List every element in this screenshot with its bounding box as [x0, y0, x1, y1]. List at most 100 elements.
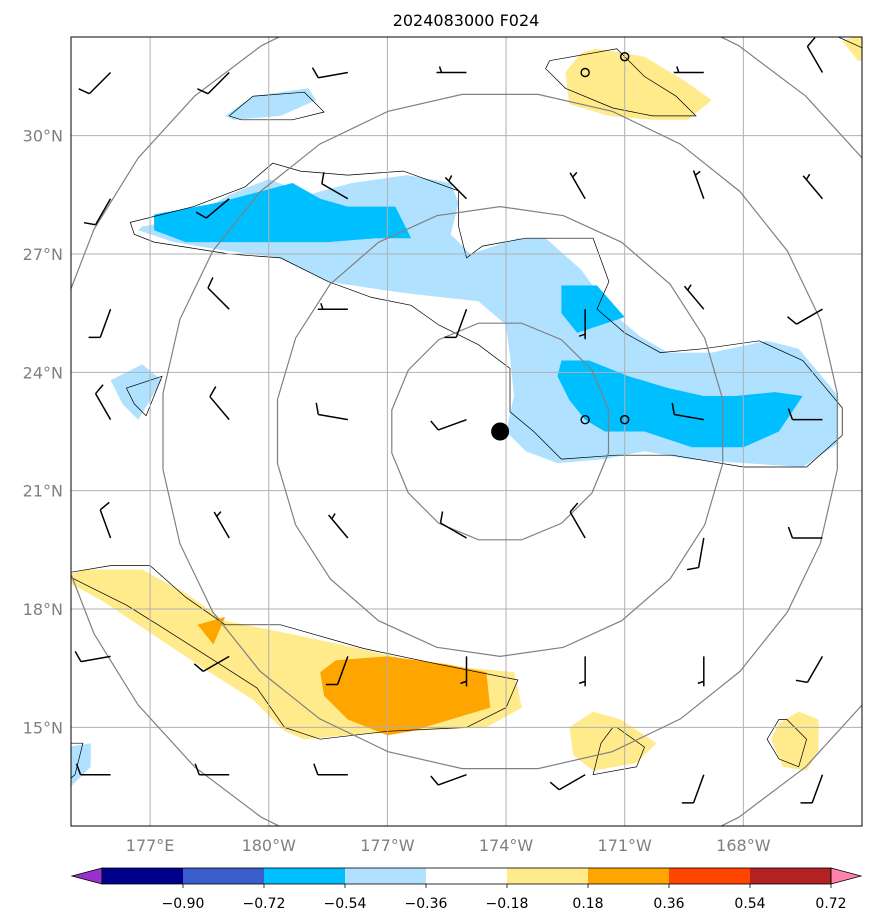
- wind-barb: [207, 277, 230, 310]
- anomaly-fill-layer: [71, 37, 862, 787]
- wind-barb: [673, 66, 704, 74]
- colorbar: −0.90 −0.72 −0.54 −0.36 −0.18 0.18 0.36 0.54 0.7…: [70, 867, 863, 912]
- longitude-tick-label: 171°W: [598, 836, 653, 855]
- anomaly-region-2-2: [110, 364, 162, 420]
- colorbar-segment: [102, 868, 184, 884]
- wind-barb: [697, 656, 705, 687]
- colorbar-tick-label: −0.54: [324, 896, 367, 912]
- colorbar-segment: [669, 868, 751, 884]
- wind-barb: [460, 656, 468, 687]
- wind-barb: [193, 655, 230, 673]
- marker-layer: [491, 51, 630, 441]
- wind-barb: [787, 526, 823, 539]
- wind-barb: [209, 386, 230, 421]
- wind-barb: [99, 501, 112, 539]
- wind-barb: [569, 171, 586, 200]
- wind-barb: [549, 774, 586, 791]
- anomaly-region-0-2: [842, 37, 862, 62]
- wind-barb: [327, 513, 349, 539]
- anomaly-region-3-2: [557, 360, 803, 448]
- contour-line-0: [129, 162, 843, 468]
- colorbar-segment: [183, 868, 265, 884]
- storm-center-dot: [491, 422, 510, 441]
- colorbar-segment: [264, 868, 346, 884]
- wind-barb: [802, 173, 824, 200]
- wind-barb: [88, 308, 112, 339]
- wind-barb: [436, 66, 467, 74]
- wind-barb: [430, 774, 467, 786]
- wind-barb: [787, 408, 823, 421]
- wind-barb: [806, 37, 824, 73]
- colorbar-segment: [750, 868, 832, 884]
- wind-barb: [325, 656, 349, 686]
- wind-barb: [75, 763, 111, 776]
- latitude-tick-label: 27°N: [23, 245, 63, 264]
- wind-barb-layer: [74, 37, 824, 804]
- anomaly-region-1-0: [320, 656, 491, 736]
- latitude-tick-label: 24°N: [23, 363, 63, 382]
- colorbar-frame: [101, 867, 832, 885]
- anomaly-region-2-1: [225, 88, 317, 120]
- wind-barb: [686, 537, 705, 571]
- map-plot-area: [70, 36, 863, 827]
- wind-barb: [439, 511, 467, 539]
- anomaly-region-2-3: [71, 743, 91, 787]
- colorbar-segment: [588, 868, 670, 884]
- map-frame: [70, 36, 863, 827]
- wind-barb: [795, 655, 824, 684]
- wind-barb: [315, 402, 348, 421]
- lat-lon-gridlines: [71, 37, 862, 826]
- wind-barb: [787, 308, 823, 325]
- range-ring-2: [276, 205, 724, 658]
- range-rings: [71, 37, 862, 826]
- range-ring-3: [162, 93, 838, 770]
- wind-barb: [94, 384, 112, 421]
- figure-title: 2024083000 F024: [393, 11, 540, 30]
- contour-line-5: [766, 719, 807, 768]
- longitude-tick-label: 177°W: [360, 836, 415, 855]
- wind-barb: [74, 651, 111, 663]
- latitude-tick-label: 18°N: [23, 600, 63, 619]
- colorbar-tick-label: 0.18: [572, 896, 603, 912]
- wind-barb: [430, 418, 467, 431]
- wind-barb: [800, 774, 824, 804]
- longitude-tick-label: 177°E: [126, 836, 175, 855]
- wind-barb: [569, 502, 586, 539]
- latitude-tick-label: 30°N: [23, 127, 63, 146]
- wind-barb: [692, 170, 705, 200]
- colorbar-segment: [426, 868, 508, 884]
- wind-barb: [321, 172, 349, 200]
- wind-barb: [671, 402, 704, 421]
- latitude-tick-label: 21°N: [23, 482, 63, 501]
- longitude-tick-label: 168°W: [716, 836, 771, 855]
- wind-barb: [444, 175, 468, 200]
- anomaly-region-0-4: [771, 711, 819, 771]
- colorbar-extend-high: [830, 867, 863, 885]
- anomaly-region-3-1: [561, 285, 625, 333]
- anomaly-region-1-1: [197, 616, 226, 645]
- wind-barb: [195, 198, 230, 219]
- colorbar-segment: [507, 868, 589, 884]
- wind-barb: [313, 763, 348, 776]
- wind-barb: [317, 302, 348, 310]
- wind-barb: [213, 511, 230, 539]
- colorbar-extend-low: [70, 867, 103, 885]
- colorbar-tick-label: −0.18: [486, 896, 529, 912]
- latitude-tick-label: 15°N: [23, 718, 63, 737]
- wind-barb: [444, 308, 468, 339]
- contour-line-8: [71, 742, 84, 779]
- colorbar-tick-label: −0.90: [162, 896, 205, 912]
- contour-line-2: [545, 48, 697, 117]
- colorbar-tick-label: −0.72: [243, 896, 286, 912]
- colorbar-tick-label: 0.36: [653, 896, 684, 912]
- longitude-axis: 177°E 180°W 177°W 174°W 171°W 168°W: [126, 836, 771, 855]
- colorbar-tick-label: −0.36: [405, 896, 448, 912]
- calm-wind-marker: [619, 414, 630, 425]
- wind-barb: [578, 309, 586, 340]
- range-ring-4: [71, 37, 862, 826]
- contour-line-6: [228, 91, 325, 121]
- wind-barb: [311, 67, 348, 79]
- wind-barb: [83, 198, 112, 226]
- calm-wind-marker: [619, 51, 630, 62]
